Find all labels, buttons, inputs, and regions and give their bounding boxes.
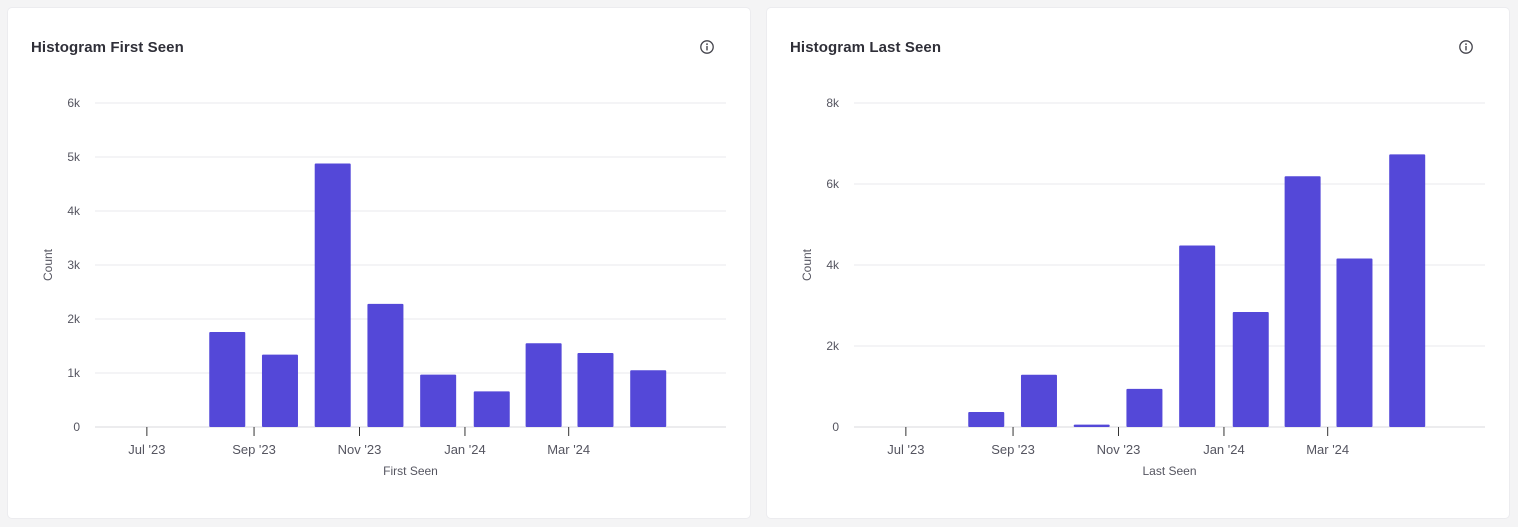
bar-2024-02[interactable] bbox=[525, 343, 562, 427]
y-tick-label: 8k bbox=[826, 96, 840, 110]
bar-2024-02[interactable] bbox=[1284, 176, 1321, 427]
y-tick-label: 2k bbox=[826, 339, 840, 353]
bar-2023-10[interactable] bbox=[1073, 424, 1110, 427]
y-tick-label: 4k bbox=[67, 204, 81, 218]
bar-2024-01[interactable] bbox=[1232, 311, 1269, 427]
x-tick-label: Jan '24 bbox=[444, 442, 486, 457]
x-tick-label: Sep '23 bbox=[232, 442, 276, 457]
x-tick-label: Nov '23 bbox=[1097, 442, 1141, 457]
y-tick-label: 0 bbox=[832, 420, 839, 434]
info-icon[interactable] bbox=[1458, 39, 1474, 55]
x-tick-label: Mar '24 bbox=[1306, 442, 1349, 457]
bar-2023-11[interactable] bbox=[1126, 388, 1163, 427]
bar-2023-08[interactable] bbox=[968, 412, 1005, 427]
y-axis-label: Count bbox=[800, 248, 814, 281]
bar-2024-03[interactable] bbox=[577, 353, 614, 427]
y-axis-label: Count bbox=[41, 248, 55, 281]
y-tick-label: 1k bbox=[67, 366, 81, 380]
x-axis-label: First Seen bbox=[383, 464, 438, 478]
histogram-last-seen-card: Histogram Last Seen 0 2k 4k 6k 8k Jul '23 Sep … bbox=[767, 8, 1509, 518]
x-tick-label: Jan '24 bbox=[1203, 442, 1245, 457]
bar-2023-10[interactable] bbox=[314, 163, 351, 428]
x-tick-label: Mar '24 bbox=[547, 442, 590, 457]
bar-2024-03[interactable] bbox=[1336, 258, 1373, 427]
info-icon[interactable] bbox=[699, 39, 715, 55]
y-tick-label: 0 bbox=[73, 420, 80, 434]
bar-2024-01[interactable] bbox=[473, 391, 510, 427]
card-title: Histogram Last Seen bbox=[790, 39, 942, 56]
last-seen-chart: 0 2k 4k 6k 8k Jul '23 Sep '23 Nov '23 Jan '24 Mar… bbox=[800, 96, 1485, 478]
y-tick-label: 5k bbox=[67, 150, 81, 164]
bar-2023-09[interactable] bbox=[1020, 374, 1057, 427]
bar-2023-09[interactable] bbox=[261, 354, 298, 427]
x-axis-label: Last Seen bbox=[1142, 464, 1196, 478]
bar-2023-12[interactable] bbox=[420, 374, 457, 427]
bar-2023-11[interactable] bbox=[367, 303, 404, 427]
x-tick-label: Nov '23 bbox=[338, 442, 382, 457]
bar-2024-04[interactable] bbox=[630, 370, 667, 427]
card-title: Histogram First Seen bbox=[31, 39, 184, 56]
bar-2023-12[interactable] bbox=[1179, 245, 1216, 427]
bar-2024-04[interactable] bbox=[1389, 154, 1426, 427]
first-seen-chart: 0 1k 2k 3k 4k 5k 6k Jul '23 Sep '23 Nov '23 Jan '2… bbox=[41, 96, 726, 478]
x-tick-label: Jul '23 bbox=[128, 442, 165, 457]
histogram-first-seen-card: Histogram First Seen 0 1k 2k 3k 4k 5k 6k Jul '2… bbox=[8, 8, 750, 518]
bar-2023-08[interactable] bbox=[209, 331, 246, 427]
x-tick-label: Jul '23 bbox=[887, 442, 924, 457]
y-tick-label: 6k bbox=[826, 177, 840, 191]
y-tick-label: 4k bbox=[826, 258, 840, 272]
x-tick-label: Sep '23 bbox=[991, 442, 1035, 457]
y-tick-label: 6k bbox=[67, 96, 81, 110]
y-tick-label: 2k bbox=[67, 312, 81, 326]
y-tick-label: 3k bbox=[67, 258, 81, 272]
